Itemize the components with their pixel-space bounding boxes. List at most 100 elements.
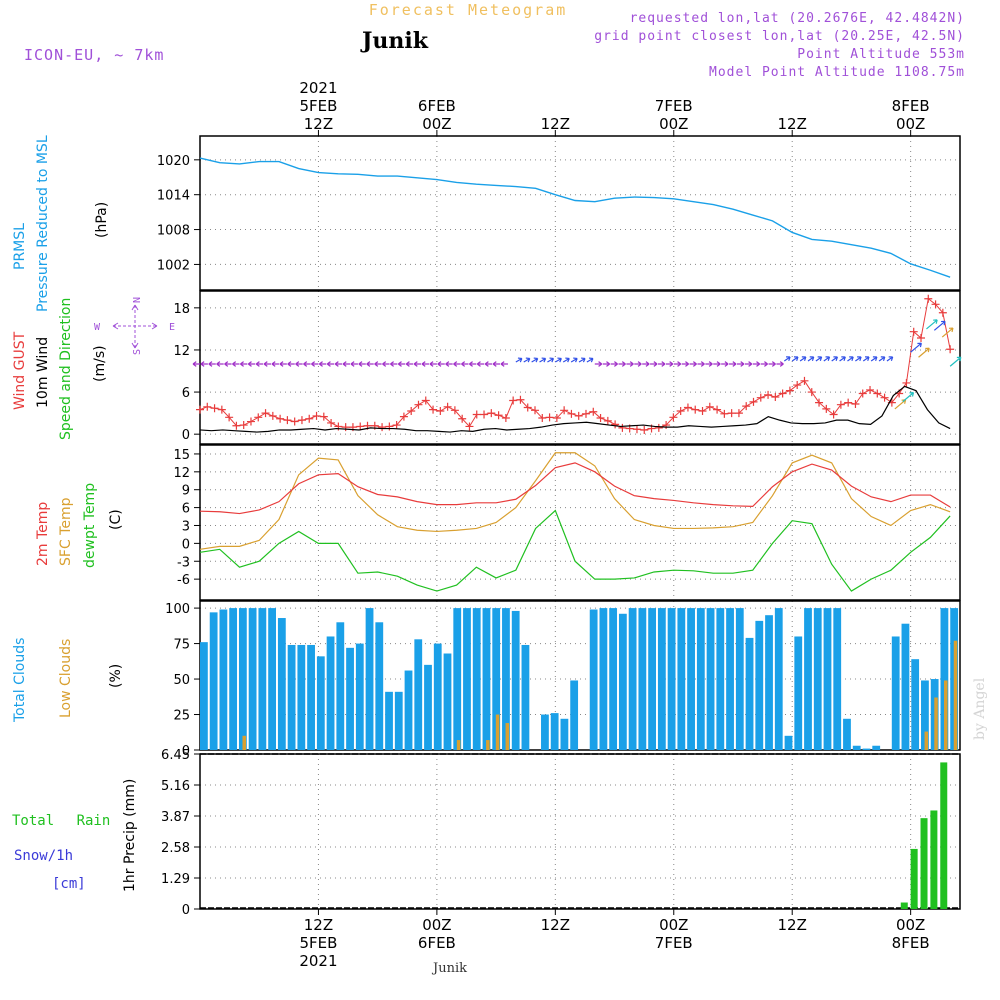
gust-marker xyxy=(778,389,787,398)
gust-marker xyxy=(472,410,481,419)
compass-rose: N S W E xyxy=(94,297,175,355)
time-label-top: 2021 xyxy=(299,79,337,97)
celsius-label: (C) xyxy=(108,509,124,530)
gust-marker xyxy=(225,413,234,422)
total-cloud-bar xyxy=(599,608,608,750)
gust-marker xyxy=(509,396,518,405)
ytick-label: 9 xyxy=(182,484,190,499)
wind-arrow xyxy=(839,356,846,362)
total-cloud-bar xyxy=(765,615,773,750)
total-cloud-bar xyxy=(891,636,900,750)
ytick-label: 1.29 xyxy=(161,872,190,887)
total-cloud-bar xyxy=(453,608,462,750)
low-cloud-bar xyxy=(944,680,948,750)
gust-marker xyxy=(902,378,911,387)
gust-marker xyxy=(399,412,408,421)
time-label-top: 12Z xyxy=(541,115,570,133)
wind-arrow xyxy=(933,320,946,331)
total-cloud-bar xyxy=(404,670,413,750)
time-label-top: 12Z xyxy=(778,115,807,133)
requested-lonlat: requested lon,lat (20.2676E, 42.4842N) xyxy=(630,11,965,26)
wind-arrow xyxy=(752,361,761,367)
compass-n: N xyxy=(132,297,143,303)
wind-arrow xyxy=(878,356,886,362)
gust-marker xyxy=(545,413,554,422)
wind-arrow xyxy=(358,361,366,367)
total-cloud-bar xyxy=(287,644,296,750)
total-cloud-bar xyxy=(872,745,881,750)
wind-arrow xyxy=(255,361,264,367)
gust-marker xyxy=(771,392,780,401)
gust-marker xyxy=(589,407,598,416)
total-cloud-bar xyxy=(589,609,598,750)
gust-marker xyxy=(203,402,212,411)
ms-label: (m/s) xyxy=(92,345,108,382)
wind-arrow xyxy=(555,357,562,363)
ytick-label: 1020 xyxy=(157,154,190,169)
forecast-title: Forecast Meteogram xyxy=(369,1,568,19)
rain-bar xyxy=(940,762,948,909)
gust-marker xyxy=(924,294,933,303)
gust-marker xyxy=(501,414,510,423)
ytick-label: 100 xyxy=(165,602,190,617)
gust-marker xyxy=(261,409,270,418)
wind-arrow xyxy=(713,361,721,367)
location-title: Junik xyxy=(360,28,429,54)
gust-marker xyxy=(254,413,263,422)
total-cloud-bar xyxy=(297,644,306,750)
low-cloud-bar xyxy=(495,714,500,750)
gust-marker xyxy=(436,407,445,416)
gust-marker xyxy=(429,405,438,414)
ytick-label: 15 xyxy=(173,448,190,463)
percent-label: (%) xyxy=(108,664,124,688)
gust-marker xyxy=(683,403,692,412)
time-label-bottom: 00Z xyxy=(422,916,451,934)
gust-marker xyxy=(705,402,714,411)
gust-marker xyxy=(640,425,649,434)
time-label-bottom: 00Z xyxy=(659,916,688,934)
gust-marker xyxy=(392,421,401,430)
total-cloud-bar xyxy=(521,644,530,750)
wind-arrow xyxy=(910,342,922,353)
panel-frame xyxy=(199,135,961,291)
wind-arrow xyxy=(326,361,335,367)
total-cloud-bar xyxy=(843,718,851,750)
gust-marker xyxy=(720,409,729,418)
wind-arrow xyxy=(949,356,962,367)
time-label-top: 5FEB xyxy=(299,97,337,115)
total-cloud-bar xyxy=(823,608,832,750)
wind-arrow xyxy=(374,361,382,367)
gust-marker xyxy=(931,300,940,309)
wind-arrow xyxy=(500,361,508,367)
wind-arrow xyxy=(736,361,745,367)
low-cloud-bar xyxy=(456,740,461,750)
low-cloud-bar xyxy=(486,740,490,750)
gust-marker xyxy=(815,398,824,407)
wind-arrow xyxy=(397,361,406,367)
wind-arrow xyxy=(744,361,753,367)
time-label-bottom: 12Z xyxy=(304,916,333,934)
wind-arrow xyxy=(815,356,823,362)
ytick-label: 5.16 xyxy=(161,779,190,794)
speed-dir-label: Speed and Direction xyxy=(58,298,74,440)
gust-marker xyxy=(450,406,459,415)
wind-arrow xyxy=(776,361,784,367)
gust-marker xyxy=(632,425,641,434)
gust-marker xyxy=(793,381,802,390)
total-cloud-bar xyxy=(200,642,208,750)
total-cloud-bar xyxy=(774,608,783,750)
gust-marker xyxy=(734,409,743,418)
wind-arrow xyxy=(200,361,208,367)
gust-marker xyxy=(297,416,306,425)
gust-marker xyxy=(574,411,583,420)
total-cloud-bar xyxy=(336,622,345,750)
total-cloud-bar xyxy=(502,608,510,750)
wind-arrow xyxy=(539,357,547,363)
gust-marker xyxy=(531,406,540,415)
rain-bar xyxy=(930,810,938,909)
gust-marker xyxy=(764,390,773,399)
wind-arrow xyxy=(295,361,303,367)
gust-marker xyxy=(669,413,678,422)
total-cloud-bar xyxy=(229,608,238,750)
wind-arrow xyxy=(721,361,729,367)
